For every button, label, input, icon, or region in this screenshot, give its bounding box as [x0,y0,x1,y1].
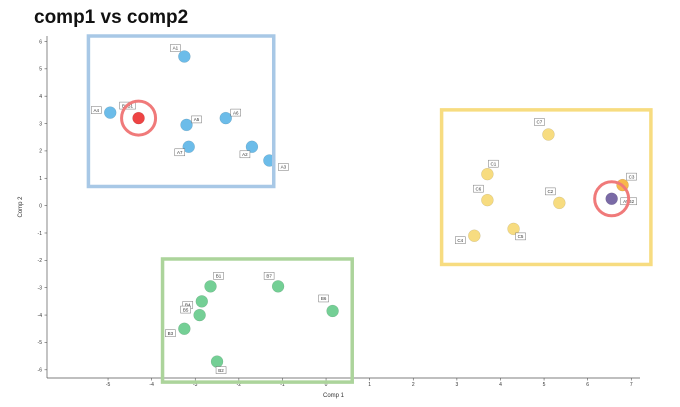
point-label-box [488,159,499,168]
data-point [204,280,217,293]
point-label-box [230,108,241,117]
point-label: A6 [233,110,239,115]
y-tick-label: -3 [38,286,43,292]
point-label-box [515,232,526,241]
point-label: C7 [537,120,543,125]
x-tick-label: 1 [368,382,371,388]
point-label: A3 [281,165,287,170]
point-label: B1 [216,274,222,279]
x-tick-label: 5 [543,382,546,388]
data-point [178,322,191,336]
point-label-box [174,148,185,157]
x-tick-label: -3 [193,382,198,388]
point-label-box [473,184,484,193]
point-label: B4 [185,303,191,308]
data-point [178,50,191,63]
point-label-box [215,366,227,374]
point-label-box [278,163,289,171]
group-box [160,257,354,384]
y-tick-label: -4 [38,313,43,319]
point-label: B3 [168,331,174,336]
point-label: C2 [547,189,553,194]
group-box [86,34,276,189]
x-tick-label: 3 [455,382,458,388]
point-label: C5 [518,234,524,239]
point-label-box [534,118,545,126]
y-tick-label: 2 [39,149,42,155]
point-label-box [318,294,329,303]
point-label: C1 [491,161,497,166]
y-tick-label: 3 [39,121,42,127]
data-point [180,118,193,132]
chart-title: comp1 vs comp2 [34,7,189,28]
data-point [542,128,555,141]
point-label-box [191,115,202,124]
point-label: B7 [266,274,272,279]
point-label-box [455,236,466,244]
point-label-box [626,172,637,181]
y-tick-label: 0 [39,203,42,209]
data-point [132,111,145,125]
point-label-box [90,106,102,114]
y-tick-label: 6 [39,39,42,45]
x-tick-label: -4 [149,382,154,388]
data-point [182,140,195,154]
point-label: A2 [242,152,248,157]
data-point [219,111,233,125]
data-point [193,308,206,322]
data-point [195,295,209,308]
data-point [103,106,117,119]
x-tick-label: -5 [106,382,111,388]
data-point [553,196,566,210]
point-label-box [239,150,251,159]
y-tick-label: -5 [38,340,43,346]
data-point [507,222,520,236]
point-label: B5 [183,307,189,312]
x-tick-label: 4 [499,382,502,388]
point-label-box [545,187,556,196]
point-label: C4 [457,238,463,243]
point-label: B6 [321,296,327,301]
x-tick-label: 0 [325,382,328,388]
y-tick-label: -1 [38,231,43,237]
y-tick-label: 4 [39,94,42,100]
data-point [481,193,494,207]
x-tick-label: 6 [586,382,589,388]
x-tick-label: -2 [237,382,242,388]
point-label: B2 [218,368,224,373]
data-point [481,167,494,181]
x-tick-label: -1 [280,382,285,388]
point-label: A1 [173,46,179,51]
x-tick-label: 2 [412,382,415,388]
highlight-ring [120,99,158,137]
point-label: C6 [476,186,482,191]
y-tick-label: -6 [38,368,43,374]
data-point [468,229,481,242]
y-tick-label: 5 [39,67,42,73]
group-box [439,108,653,267]
point-label-box [170,44,181,52]
x-tick-label: 7 [630,382,633,388]
y-tick-label: -2 [38,258,43,264]
point-label-box [180,305,191,314]
data-point [210,355,224,368]
point-label: A7 [177,150,183,155]
data-point [326,304,339,318]
data-point [605,192,618,206]
point-label: A4 [93,108,99,113]
point-label-box [165,329,176,337]
point-label: C3 [629,174,635,179]
point-label-box [263,272,275,280]
data-point [245,140,259,154]
x-axis-label: Comp 1 [323,393,345,399]
data-point [271,280,285,293]
point-label-box [213,272,224,280]
point-label: A5 [194,117,200,122]
highlight-ring [593,180,631,218]
y-axis-label: Comp 2 [18,196,24,218]
y-tick-label: 1 [39,176,42,182]
